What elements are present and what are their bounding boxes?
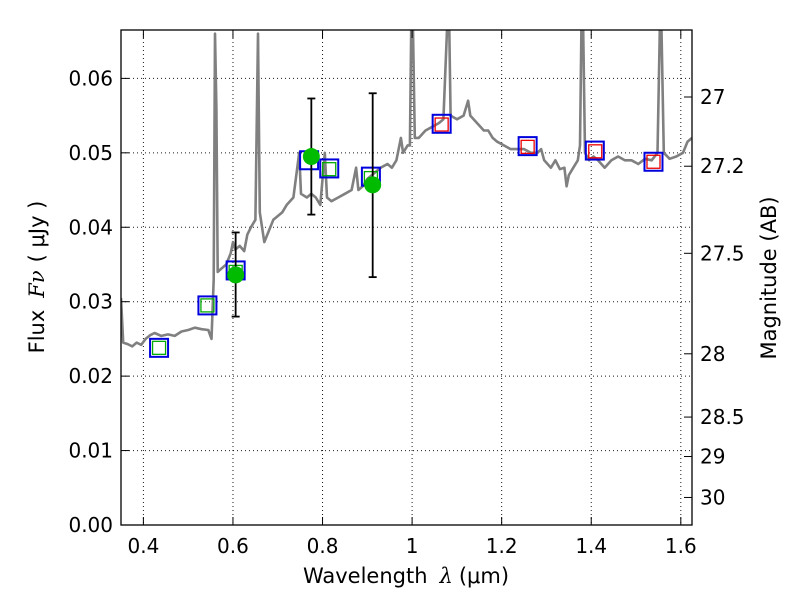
blue-square-marker: [319, 158, 340, 179]
red-square-marker: [646, 154, 661, 169]
x-tick-label: 0.6: [217, 534, 249, 558]
markers: [149, 92, 664, 358]
blue-square-marker: [517, 136, 538, 157]
red-square-marker: [434, 117, 449, 132]
y-tick-label: 0.06: [68, 66, 113, 90]
x-tick-label: 0.8: [307, 534, 339, 558]
mag-tick-label: 28.5: [700, 405, 745, 429]
y-tick-label: 0.02: [68, 364, 113, 388]
blue-square-marker: [197, 295, 218, 316]
y-tick-label: 0.04: [68, 215, 113, 239]
mag-tick-label: 27: [700, 85, 725, 109]
mag-tick-label: 27.5: [700, 241, 745, 265]
x-tick-label: 1.2: [486, 534, 518, 558]
x-tick-label: 0.4: [127, 534, 159, 558]
red-square-marker: [520, 139, 535, 155]
axes: 0.4 0.6 0.8 1 1.2 1.4 1.6 0.00 0.01 0.02 0.03 0.04 0…: [68, 29, 745, 558]
y-tick-label: 0.01: [68, 439, 113, 463]
y2-axis-label: Magnitude (AB): [757, 196, 781, 359]
mag-tick-label: 28: [700, 342, 725, 366]
x-tick-label: 1: [406, 534, 419, 558]
y-tick-label: 0.05: [68, 141, 113, 165]
observed-point: [227, 266, 245, 284]
green-square-marker: [200, 298, 215, 313]
observed-point: [364, 176, 382, 194]
y-tick-label: 0.03: [68, 290, 113, 314]
y-tick-label: 0.00: [68, 513, 113, 537]
mag-tick-label: 27.2: [700, 154, 745, 178]
blue-square-marker: [149, 337, 170, 358]
y-axis-label: FluxFν( μJy ): [25, 201, 49, 354]
x-axis-label: Wavelength λ (μm): [303, 564, 509, 588]
blue-square-marker: [584, 140, 605, 161]
red-square-marker: [588, 144, 603, 159]
x-tick-label: 1.6: [665, 534, 697, 558]
blue-square-marker: [431, 113, 452, 134]
grid: [121, 30, 692, 526]
plot-frame: [120, 29, 693, 526]
green-square-marker: [322, 162, 337, 177]
x-tick-label: 1.4: [575, 534, 607, 558]
blue-square-marker: [643, 151, 664, 172]
axis-labels: Wavelength λ (μm) FluxFν( μJy ) Magnitude …: [25, 196, 781, 588]
green-square-marker: [151, 340, 167, 355]
observed-point: [302, 148, 320, 166]
mag-tick-label: 29: [700, 445, 725, 469]
spectrum-layer: [121, 30, 692, 348]
mag-tick-label: 30: [700, 485, 725, 509]
spectrum-line: [121, 30, 692, 348]
